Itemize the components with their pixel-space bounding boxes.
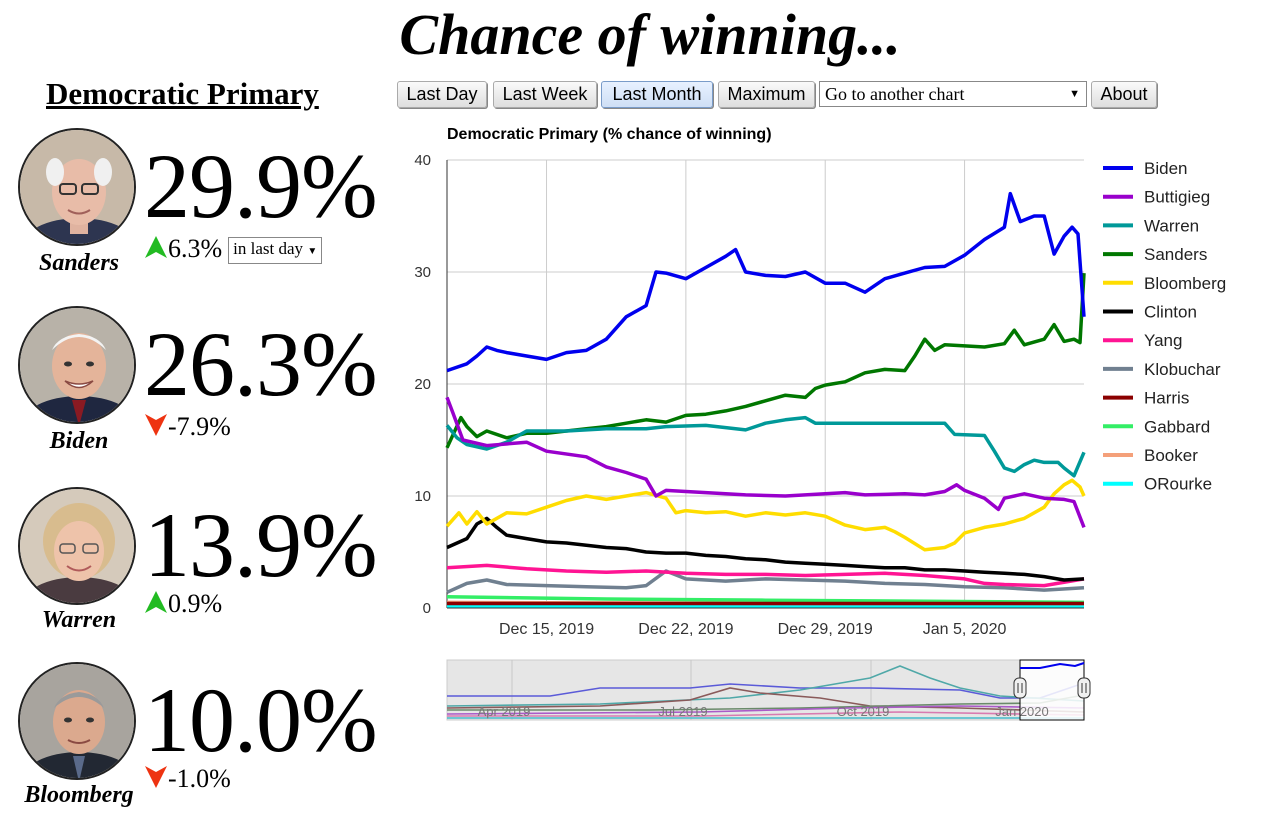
navigator-series-line — [446, 705, 1085, 715]
candidate-percent: 26.3% — [144, 313, 378, 415]
legend-label[interactable]: Warren — [1144, 216, 1199, 235]
navigator-handle[interactable] — [1077, 677, 1091, 699]
navigator-series-line — [447, 711, 1085, 717]
change-value: 0.9% — [168, 589, 223, 618]
y-tick-label: 10 — [414, 488, 431, 505]
period-select-value: in last day — [233, 239, 304, 258]
change-row: 6.3% in last day ▼ — [144, 234, 323, 264]
last-month-button[interactable]: Last Month — [601, 81, 713, 108]
series-line-clinton — [446, 516, 1085, 582]
candidate-card-warren: Warren 13.9% 0.9% — [16, 487, 396, 657]
x-axis: Dec 15, 2019 Dec 22, 2019 Dec 29, 2019 Jan … — [447, 607, 1084, 638]
x-tick-label: Dec 22, 2019 — [638, 621, 733, 638]
legend-label[interactable]: Yang — [1144, 331, 1182, 350]
up-arrow-icon — [145, 236, 167, 258]
navigator-tick-label: Jul 2019 — [658, 704, 707, 719]
candidate-name: Sanders — [38, 250, 120, 276]
chart-legend[interactable]: Biden Buttigieg Warren Sanders Bloomberg Clin… — [1103, 159, 1226, 494]
down-arrow-icon — [145, 766, 167, 788]
navigator-selection[interactable] — [1019, 659, 1085, 721]
candidate-percent: 13.9% — [144, 494, 378, 596]
change-row: -1.0% — [144, 764, 231, 794]
series-line-biden — [446, 191, 1086, 373]
navigator-tick-label: Oct 2019 — [837, 704, 890, 719]
series-line-yang — [446, 563, 1085, 588]
avatar-biden — [18, 306, 136, 424]
candidate-card-biden: Biden 26.3% -7.9% — [16, 306, 396, 476]
candidate-name: Bloomberg — [24, 782, 134, 808]
y-tick-label: 20 — [414, 376, 431, 393]
series-line-bloomberg — [445, 478, 1086, 552]
page-title: Chance of winning... — [399, 2, 901, 67]
navigator-selected-line — [1020, 662, 1085, 669]
candidate-percent: 29.9% — [144, 135, 378, 237]
legend-label[interactable]: Biden — [1144, 159, 1187, 178]
period-select[interactable]: in last day ▼ — [228, 237, 323, 264]
candidate-name: Warren — [41, 607, 117, 633]
series-line-buttigieg — [445, 396, 1086, 529]
last-day-button[interactable]: Last Day — [397, 81, 487, 108]
chart-select-value: Go to another chart — [825, 84, 965, 104]
section-title: Democratic Primary — [46, 76, 319, 111]
series-line-klobuchar — [446, 569, 1085, 594]
candidate-card-bloomberg: Bloomberg 10.0% -1.0% — [16, 662, 396, 832]
y-tick-label: 30 — [414, 264, 431, 281]
last-week-button[interactable]: Last Week — [493, 81, 597, 108]
dropdown-caret-icon: ▼ — [307, 246, 318, 257]
candidate-name: Biden — [49, 428, 109, 454]
change-row: 0.9% — [144, 589, 222, 619]
y-axis: 0 10 20 30 40 — [414, 152, 448, 617]
maximum-button[interactable]: Maximum — [718, 81, 815, 108]
candidate-percent: 10.0% — [144, 669, 378, 771]
change-row: -7.9% — [144, 412, 231, 442]
navigator-series-line — [447, 682, 1085, 699]
avatar-sanders — [18, 128, 136, 246]
chart-title: Democratic Primary (% chance of winning) — [447, 126, 772, 143]
navigator-handle[interactable] — [1013, 677, 1027, 699]
line-chart: Democratic Primary (% chance of winning)… — [414, 126, 1226, 721]
range-navigator[interactable]: Apr 2019 Jul 2019 Oct 2019 Jan 2020 — [446, 659, 1091, 721]
legend-label[interactable]: Clinton — [1144, 303, 1197, 322]
navigator-tick-label: Jan 2020 — [995, 704, 1049, 719]
change-value: -1.0% — [168, 764, 231, 793]
legend-label[interactable]: Harris — [1144, 389, 1189, 408]
legend-label[interactable]: Bloomberg — [1144, 274, 1226, 293]
dropdown-caret-icon: ▼ — [1069, 88, 1080, 100]
legend-label[interactable]: Sanders — [1144, 245, 1207, 264]
legend-label[interactable]: ORourke — [1144, 475, 1212, 494]
legend-label[interactable]: Booker — [1144, 446, 1198, 465]
x-tick-label: Dec 15, 2019 — [499, 621, 594, 638]
series-line-gabbard — [446, 595, 1085, 605]
candidate-card-sanders: Sanders 29.9% 6.3% in last day ▼ — [16, 128, 396, 298]
avatar-warren — [18, 487, 136, 605]
y-tick-label: 40 — [414, 152, 431, 169]
legend-label[interactable]: Buttigieg — [1144, 188, 1210, 207]
avatar-bloomberg — [18, 662, 136, 780]
x-tick-label: Dec 29, 2019 — [778, 621, 873, 638]
down-arrow-icon — [145, 414, 167, 436]
about-button[interactable]: About — [1091, 81, 1157, 108]
chart-select[interactable]: Go to another chart ▼ — [819, 81, 1087, 107]
y-tick-label: 0 — [423, 600, 431, 617]
up-arrow-icon — [145, 591, 167, 613]
change-value: -7.9% — [168, 412, 231, 441]
navigator-tick-label: Apr 2019 — [478, 704, 531, 719]
legend-label[interactable]: Klobuchar — [1144, 360, 1221, 379]
chart-series — [445, 191, 1086, 608]
series-line-sanders — [445, 272, 1086, 449]
series-line-warren — [445, 415, 1086, 478]
change-value: 6.3% — [168, 234, 223, 263]
x-tick-label: Jan 5, 2020 — [923, 621, 1007, 638]
legend-label[interactable]: Gabbard — [1144, 417, 1210, 436]
